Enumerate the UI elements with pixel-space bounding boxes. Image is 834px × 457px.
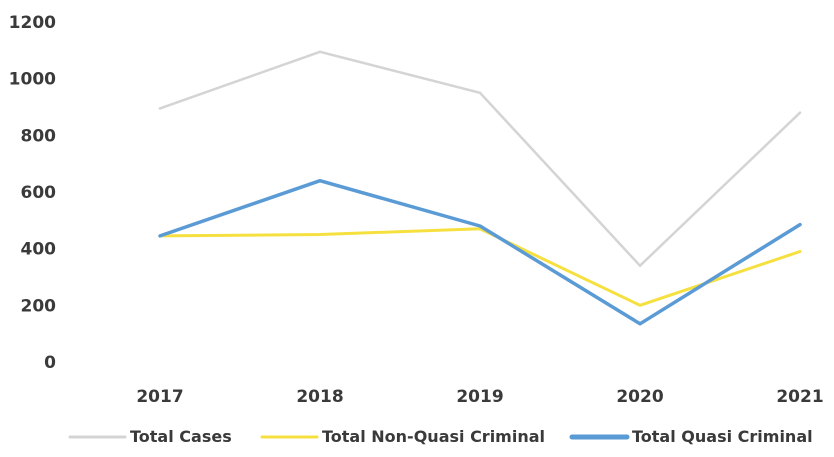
series-lines — [158, 50, 802, 326]
series-line-total-quasi-criminal — [158, 178, 802, 326]
legend-label-total-cases: Total Cases — [130, 427, 232, 446]
y-tick-label-1200: 1200 — [9, 13, 56, 33]
series-line-total-non-quasi-criminal — [158, 227, 802, 307]
y-tick-label-800: 800 — [21, 126, 57, 146]
data-point-total-quasi-criminal-2018 — [318, 179, 322, 182]
y-axis-ticks: 0 200 400 600 800 1000 1200 — [9, 13, 56, 373]
y-tick-label-0: 0 — [44, 353, 56, 373]
data-point-total-non-quasi-criminal-2018 — [318, 233, 322, 236]
x-tick-label-2019: 2019 — [456, 387, 503, 407]
data-point-total-cases-2019 — [478, 91, 482, 95]
y-tick-label-200: 200 — [21, 296, 57, 316]
data-point-total-quasi-criminal-2019 — [478, 224, 482, 228]
x-tick-label-2018: 2018 — [296, 387, 343, 407]
data-point-total-non-quasi-criminal-2020 — [638, 304, 642, 307]
legend-label-total-quasi-criminal: Total Quasi Criminal — [632, 427, 813, 446]
legend: Total Cases Total Non-Quasi Criminal Total… — [68, 427, 813, 446]
data-point-total-cases-2017 — [158, 107, 162, 110]
y-tick-label-600: 600 — [21, 183, 57, 203]
x-tick-label-2017: 2017 — [136, 387, 183, 407]
data-point-total-quasi-criminal-2020 — [638, 322, 642, 325]
x-tick-label-2021: 2021 — [776, 387, 823, 407]
data-point-total-non-quasi-criminal-2021 — [798, 250, 802, 253]
x-tick-label-2020: 2020 — [616, 387, 663, 407]
y-tick-label-1000: 1000 — [9, 70, 56, 90]
data-point-total-quasi-criminal-2017 — [158, 234, 162, 238]
data-point-total-cases-2020 — [638, 264, 642, 267]
data-point-total-quasi-criminal-2021 — [798, 223, 802, 226]
data-point-total-cases-2021 — [798, 111, 802, 114]
y-tick-label-400: 400 — [21, 240, 57, 260]
data-point-total-cases-2018 — [318, 50, 322, 53]
legend-label-total-non-quasi-criminal: Total Non-Quasi Criminal — [322, 427, 545, 446]
x-axis-ticks: 2017 2018 2019 2020 2021 — [136, 387, 823, 407]
